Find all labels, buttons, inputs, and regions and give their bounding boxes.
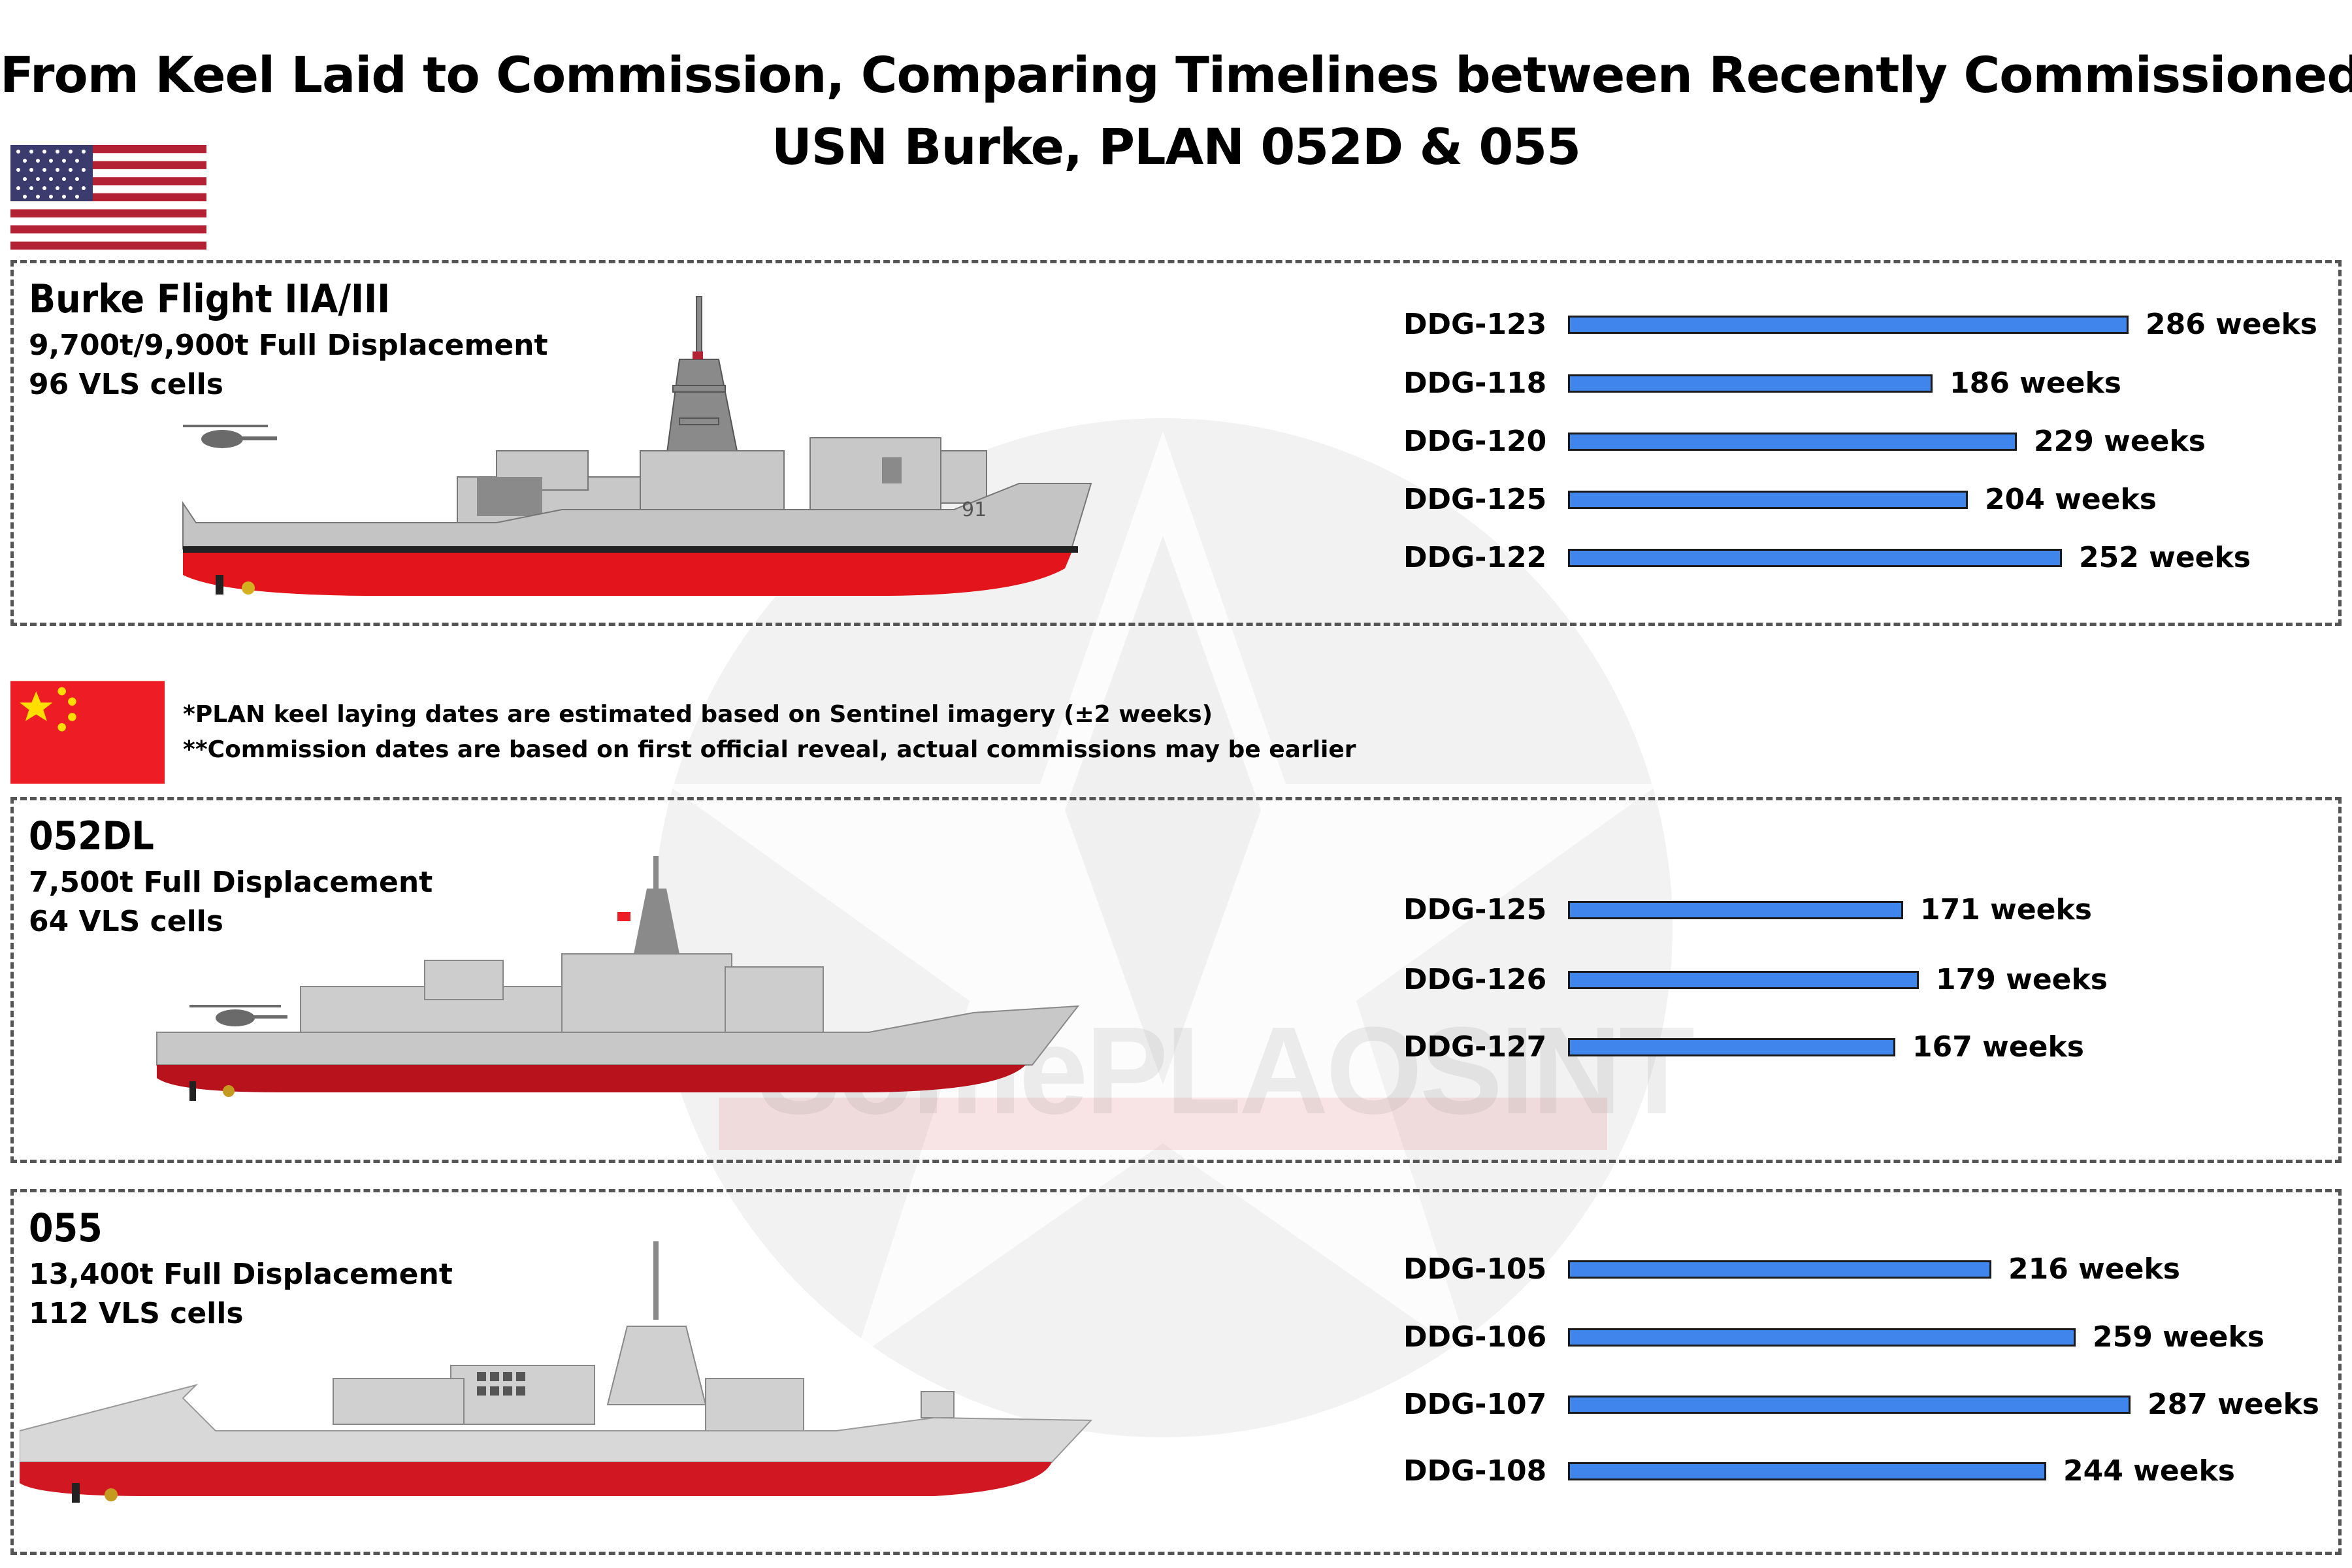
helicopter-icon bbox=[183, 425, 277, 448]
055-ship-illustration bbox=[20, 1241, 1093, 1503]
displacement-055: 13,400t Full Displacement bbox=[29, 1258, 453, 1291]
bar-1-0 bbox=[1568, 901, 1903, 919]
star-watermark-icon bbox=[653, 418, 1673, 1437]
bar-category-label: DDG-125 bbox=[1403, 893, 1547, 926]
bar-category-label: DDG-107 bbox=[1403, 1388, 1547, 1421]
class-name-055: 055 bbox=[29, 1205, 103, 1251]
bar-value-label: 216 weeks bbox=[2008, 1252, 2180, 1286]
bar-1-2 bbox=[1568, 1038, 1895, 1056]
vls-burke: 96 VLS cells bbox=[29, 368, 223, 401]
displacement-burke: 9,700t/9,900t Full Displacement bbox=[29, 329, 548, 362]
bar-value-label: 244 weeks bbox=[2063, 1454, 2235, 1488]
bar-category-label: DDG-123 bbox=[1403, 308, 1547, 341]
note-commission-dates: **Commission dates are based on first of… bbox=[183, 736, 1356, 763]
panel-055 bbox=[10, 1189, 2342, 1555]
bar-0-1 bbox=[1568, 374, 1933, 393]
bar-1-1 bbox=[1568, 971, 1919, 989]
bar-value-label: 179 weeks bbox=[1936, 963, 2108, 996]
helicopter-icon bbox=[189, 1005, 287, 1026]
bar-category-label: DDG-126 bbox=[1403, 963, 1547, 996]
displacement-052dl: 7,500t Full Displacement bbox=[29, 866, 433, 899]
bar-category-label: DDG-120 bbox=[1403, 425, 1547, 458]
bar-value-label: 286 weeks bbox=[2146, 308, 2317, 341]
hull-number-burke: 91 bbox=[962, 498, 987, 521]
burke-ship-illustration: 91 bbox=[182, 296, 1092, 596]
bar-2-3 bbox=[1568, 1462, 2046, 1480]
bar-value-label: 287 weeks bbox=[2148, 1388, 2319, 1421]
title-line-1: From Keel Laid to Commission, Comparing … bbox=[0, 46, 2352, 104]
panel-burke bbox=[10, 260, 2342, 626]
vls-052dl: 64 VLS cells bbox=[29, 905, 223, 938]
bar-0-3 bbox=[1568, 491, 1968, 509]
bar-category-label: DDG-105 bbox=[1403, 1252, 1547, 1286]
bar-0-0 bbox=[1568, 316, 2129, 334]
bar-value-label: 167 weeks bbox=[1912, 1030, 2084, 1064]
panel-052dl bbox=[10, 797, 2342, 1163]
bar-2-1 bbox=[1568, 1328, 2076, 1347]
052dl-ship-illustration bbox=[156, 856, 1080, 1101]
bar-value-label: 229 weeks bbox=[2034, 425, 2206, 458]
bar-value-label: 252 weeks bbox=[2079, 541, 2251, 574]
bar-value-label: 204 weeks bbox=[1985, 483, 2157, 516]
bar-category-label: DDG-108 bbox=[1403, 1454, 1547, 1488]
bar-category-label: DDG-106 bbox=[1403, 1320, 1547, 1354]
bar-0-2 bbox=[1568, 433, 2017, 451]
us-flag-icon bbox=[10, 145, 206, 250]
vls-055: 112 VLS cells bbox=[29, 1297, 244, 1330]
china-flag-icon bbox=[10, 681, 165, 784]
bar-2-2 bbox=[1568, 1396, 2131, 1414]
bar-category-label: DDG-125 bbox=[1403, 483, 1547, 516]
bar-category-label: DDG-127 bbox=[1403, 1030, 1547, 1064]
bar-value-label: 171 weeks bbox=[1920, 893, 2092, 926]
class-name-burke: Burke Flight IIA/III bbox=[29, 276, 391, 322]
bar-0-4 bbox=[1568, 549, 2062, 567]
note-keel-estimate: *PLAN keel laying dates are estimated ba… bbox=[183, 701, 1213, 728]
bar-category-label: DDG-122 bbox=[1403, 541, 1547, 574]
bar-value-label: 186 weeks bbox=[1950, 367, 2121, 400]
bar-value-label: 259 weeks bbox=[2093, 1320, 2264, 1354]
class-name-052dl: 052DL bbox=[29, 813, 154, 859]
title-line-2: USN Burke, PLAN 052D & 055 bbox=[772, 118, 1581, 176]
bar-category-label: DDG-118 bbox=[1403, 367, 1547, 400]
bar-2-0 bbox=[1568, 1260, 1991, 1279]
chart-title: From Keel Laid to Commission, Comparing … bbox=[0, 39, 2352, 183]
